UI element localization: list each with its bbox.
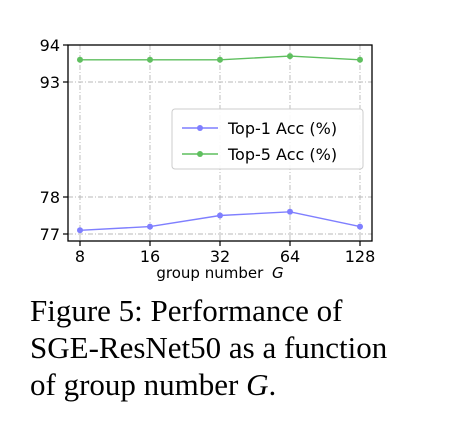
legend-label-2: Top-5 Acc (%)	[227, 145, 337, 164]
y-tick-label: 94	[40, 36, 60, 55]
x-tick-label: 32	[210, 247, 230, 266]
data-point	[77, 56, 83, 63]
data-point	[77, 227, 83, 234]
legend-label-1: Top-1 Acc (%)	[227, 119, 337, 138]
series-group	[77, 53, 363, 234]
line-chart: 94 93 78 77 8 16 32 64 128 Top-1 Acc (%) Top-5 Ac…	[40, 36, 376, 282]
legend-marker-2	[197, 151, 203, 157]
data-point	[147, 56, 153, 63]
y-tick-label: 78	[40, 188, 60, 207]
y-tick-label: 93	[40, 73, 60, 92]
caption-line-1: Figure 5: Performance of	[30, 293, 343, 328]
data-point	[357, 223, 363, 230]
data-point	[287, 208, 293, 215]
data-point	[287, 53, 293, 60]
x-tick-label: 128	[345, 247, 376, 266]
x-tick-label: 8	[75, 247, 85, 266]
figure-caption: Figure 5: Performance of SGE-ResNet50 as…	[30, 292, 442, 403]
y-tick-label: 77	[40, 225, 60, 244]
data-point	[217, 56, 223, 63]
caption-line-3-suffix: .	[268, 367, 277, 402]
caption-line-3-prefix: of group number	[30, 367, 247, 402]
x-axis-label-var: G	[272, 264, 284, 282]
caption-line-2: SGE-ResNet50 as a function	[30, 330, 388, 365]
legend-marker-1	[197, 125, 203, 131]
axis-ticks: 94 93 78 77 8 16 32 64 128	[40, 36, 376, 266]
x-axis-label: group number G	[156, 264, 283, 282]
legend-box	[171, 108, 364, 170]
data-point	[217, 212, 223, 219]
data-point	[357, 56, 363, 63]
x-tick-label: 16	[140, 247, 160, 266]
data-point	[147, 223, 153, 230]
legend: Top-1 Acc (%) Top-5 Acc (%)	[171, 108, 364, 170]
caption-variable-g: G	[246, 367, 269, 402]
x-axis-label-text: group number	[156, 264, 264, 282]
caption-line-3: of group number G.	[30, 366, 442, 403]
x-tick-label: 64	[280, 247, 300, 266]
